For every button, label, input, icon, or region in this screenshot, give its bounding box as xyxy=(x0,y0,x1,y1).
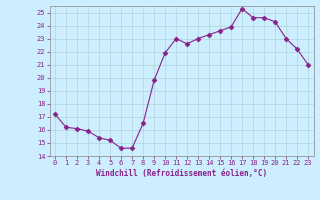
X-axis label: Windchill (Refroidissement éolien,°C): Windchill (Refroidissement éolien,°C) xyxy=(96,169,267,178)
